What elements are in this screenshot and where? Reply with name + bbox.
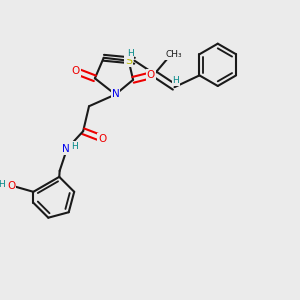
Text: H: H xyxy=(0,180,5,189)
Text: H: H xyxy=(71,142,78,151)
Text: S: S xyxy=(125,56,132,66)
Text: O: O xyxy=(7,181,15,191)
Text: N: N xyxy=(61,144,69,154)
Text: H: H xyxy=(172,76,179,85)
Text: O: O xyxy=(98,134,106,143)
Text: H: H xyxy=(127,49,134,58)
Text: N: N xyxy=(112,89,119,100)
Text: O: O xyxy=(147,70,155,80)
Text: CH₃: CH₃ xyxy=(165,50,182,59)
Text: O: O xyxy=(72,66,80,76)
